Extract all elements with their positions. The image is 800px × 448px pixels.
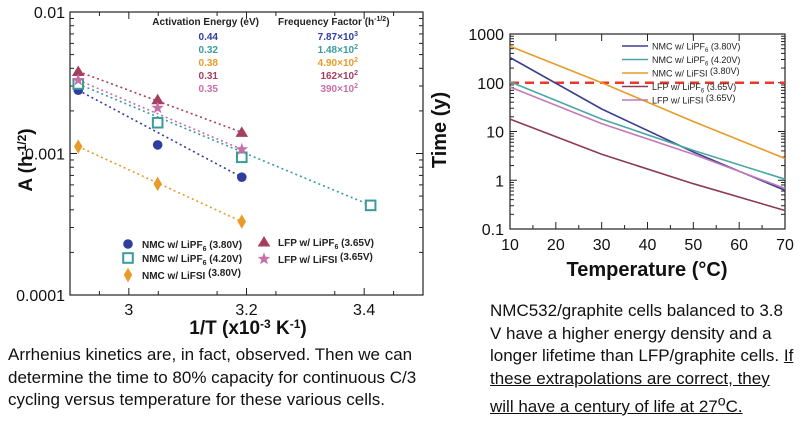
x-tick-label: 3.4 bbox=[353, 302, 375, 319]
data-point bbox=[235, 142, 249, 155]
data-point bbox=[152, 140, 163, 150]
y-tick-label: 100 bbox=[477, 76, 504, 93]
series-line bbox=[509, 56, 786, 192]
data-point bbox=[235, 151, 248, 164]
y-tick-label: 1000 bbox=[468, 27, 504, 44]
fit-line bbox=[77, 70, 243, 134]
table-frequency-factor: 1.48×102 bbox=[318, 44, 358, 56]
arrhenius-chart: 0.01 0.001 0.0001 3 3.2 3.4 Activation Energy… bbox=[15, 5, 424, 339]
legend-label: NMC w/ LiFSI (3.80V) bbox=[652, 66, 740, 79]
table-frequency-factor: 7.87×103 bbox=[318, 31, 358, 43]
table-activation-energy: 0.44 bbox=[199, 32, 219, 43]
x-tick-label: 50 bbox=[684, 237, 702, 254]
x-tick-label: 20 bbox=[547, 237, 565, 254]
table-frequency-factor: 390×102 bbox=[320, 83, 358, 95]
data-point bbox=[151, 101, 164, 114]
legend-label: LFP w/ LiFSI (3.65V) bbox=[652, 93, 735, 106]
legend-marker bbox=[257, 236, 271, 247]
series-line bbox=[509, 45, 786, 160]
y-tick-label: 0.01 bbox=[34, 5, 65, 22]
x-tick-label: 10 bbox=[501, 237, 519, 254]
data-point bbox=[151, 116, 164, 129]
table-activation-energy: 0.32 bbox=[199, 45, 219, 56]
x-axis-title: Temperature (°C) bbox=[567, 259, 728, 281]
legend-marker bbox=[257, 252, 271, 265]
right-caption-plain: NMC532/graphite cells balanced to 3.8 V … bbox=[490, 301, 784, 365]
series-line bbox=[509, 86, 786, 190]
y-axis-title: Time (y) bbox=[430, 92, 451, 168]
legend-label: NMC w/ LiPF6 (4.20V) bbox=[142, 254, 242, 267]
table-header-frequency-factor: Frequency Factor (h-1/2) bbox=[278, 16, 390, 28]
y-tick-label: 1 bbox=[495, 173, 504, 190]
data-point bbox=[71, 65, 85, 76]
x-tick-label: 30 bbox=[593, 237, 611, 254]
data-point bbox=[74, 139, 83, 154]
x-tick-label: 60 bbox=[730, 237, 748, 254]
data-point bbox=[237, 214, 246, 229]
legend-label: LFP w/ LiPF6 (3.65V) bbox=[652, 82, 736, 95]
y-tick-label: 0.1 bbox=[482, 222, 504, 239]
left-caption: Arrhenius kinetics are, in fact, observe… bbox=[8, 345, 417, 409]
y-tick-label: 10 bbox=[486, 125, 504, 142]
data-point bbox=[72, 73, 85, 86]
y-axis-title: A (h-1/2) bbox=[15, 128, 37, 191]
legend-label: NMC w/ LiPF6 (4.20V) bbox=[652, 55, 740, 68]
table-activation-energy: 0.38 bbox=[199, 58, 219, 69]
x-tick-label: 70 bbox=[776, 237, 794, 254]
legend-label: NMC w/ LiPF6 (3.80V) bbox=[142, 240, 242, 253]
table-activation-energy: 0.35 bbox=[199, 84, 219, 95]
data-point bbox=[235, 126, 249, 137]
series-line bbox=[509, 80, 786, 180]
right-caption-underlined: If these extrapolations are correct, the… bbox=[490, 346, 794, 416]
legend-label: LFP w/ LiFSI (3.65V) bbox=[278, 252, 373, 266]
x-tick-label: 3 bbox=[124, 302, 133, 319]
table-header-activation-energy: Activation Energy (eV) bbox=[152, 17, 259, 28]
table-activation-energy: 0.31 bbox=[199, 71, 219, 82]
right-caption: NMC532/graphite cells balanced to 3.8 V … bbox=[490, 300, 795, 418]
fit-line bbox=[77, 83, 371, 207]
table-frequency-factor: 4.90×102 bbox=[318, 57, 358, 69]
fit-line bbox=[77, 89, 243, 178]
legend-label: LFP w/ LiPF6 (3.65V) bbox=[278, 238, 374, 251]
data-point bbox=[153, 176, 162, 192]
x-axis-title: 1/T (x10-3 K-1) bbox=[189, 317, 306, 339]
data-point bbox=[236, 172, 247, 182]
legend-label: NMC w/ LiFSI (3.80V) bbox=[142, 268, 241, 282]
y-tick-label: 0.0001 bbox=[16, 288, 65, 305]
legend-marker bbox=[123, 239, 133, 249]
series-line bbox=[509, 118, 786, 212]
table-frequency-factor: 162×102 bbox=[320, 70, 358, 82]
y-tick-label: 0.001 bbox=[25, 147, 65, 164]
legend-marker bbox=[122, 252, 134, 264]
data-point bbox=[151, 93, 164, 105]
data-point bbox=[364, 199, 377, 212]
legend-label: NMC w/ LiPF6 (3.80V) bbox=[652, 42, 740, 55]
x-tick-label: 40 bbox=[639, 237, 657, 254]
legend-marker bbox=[123, 267, 133, 283]
x-tick-label: 3.2 bbox=[235, 302, 257, 319]
